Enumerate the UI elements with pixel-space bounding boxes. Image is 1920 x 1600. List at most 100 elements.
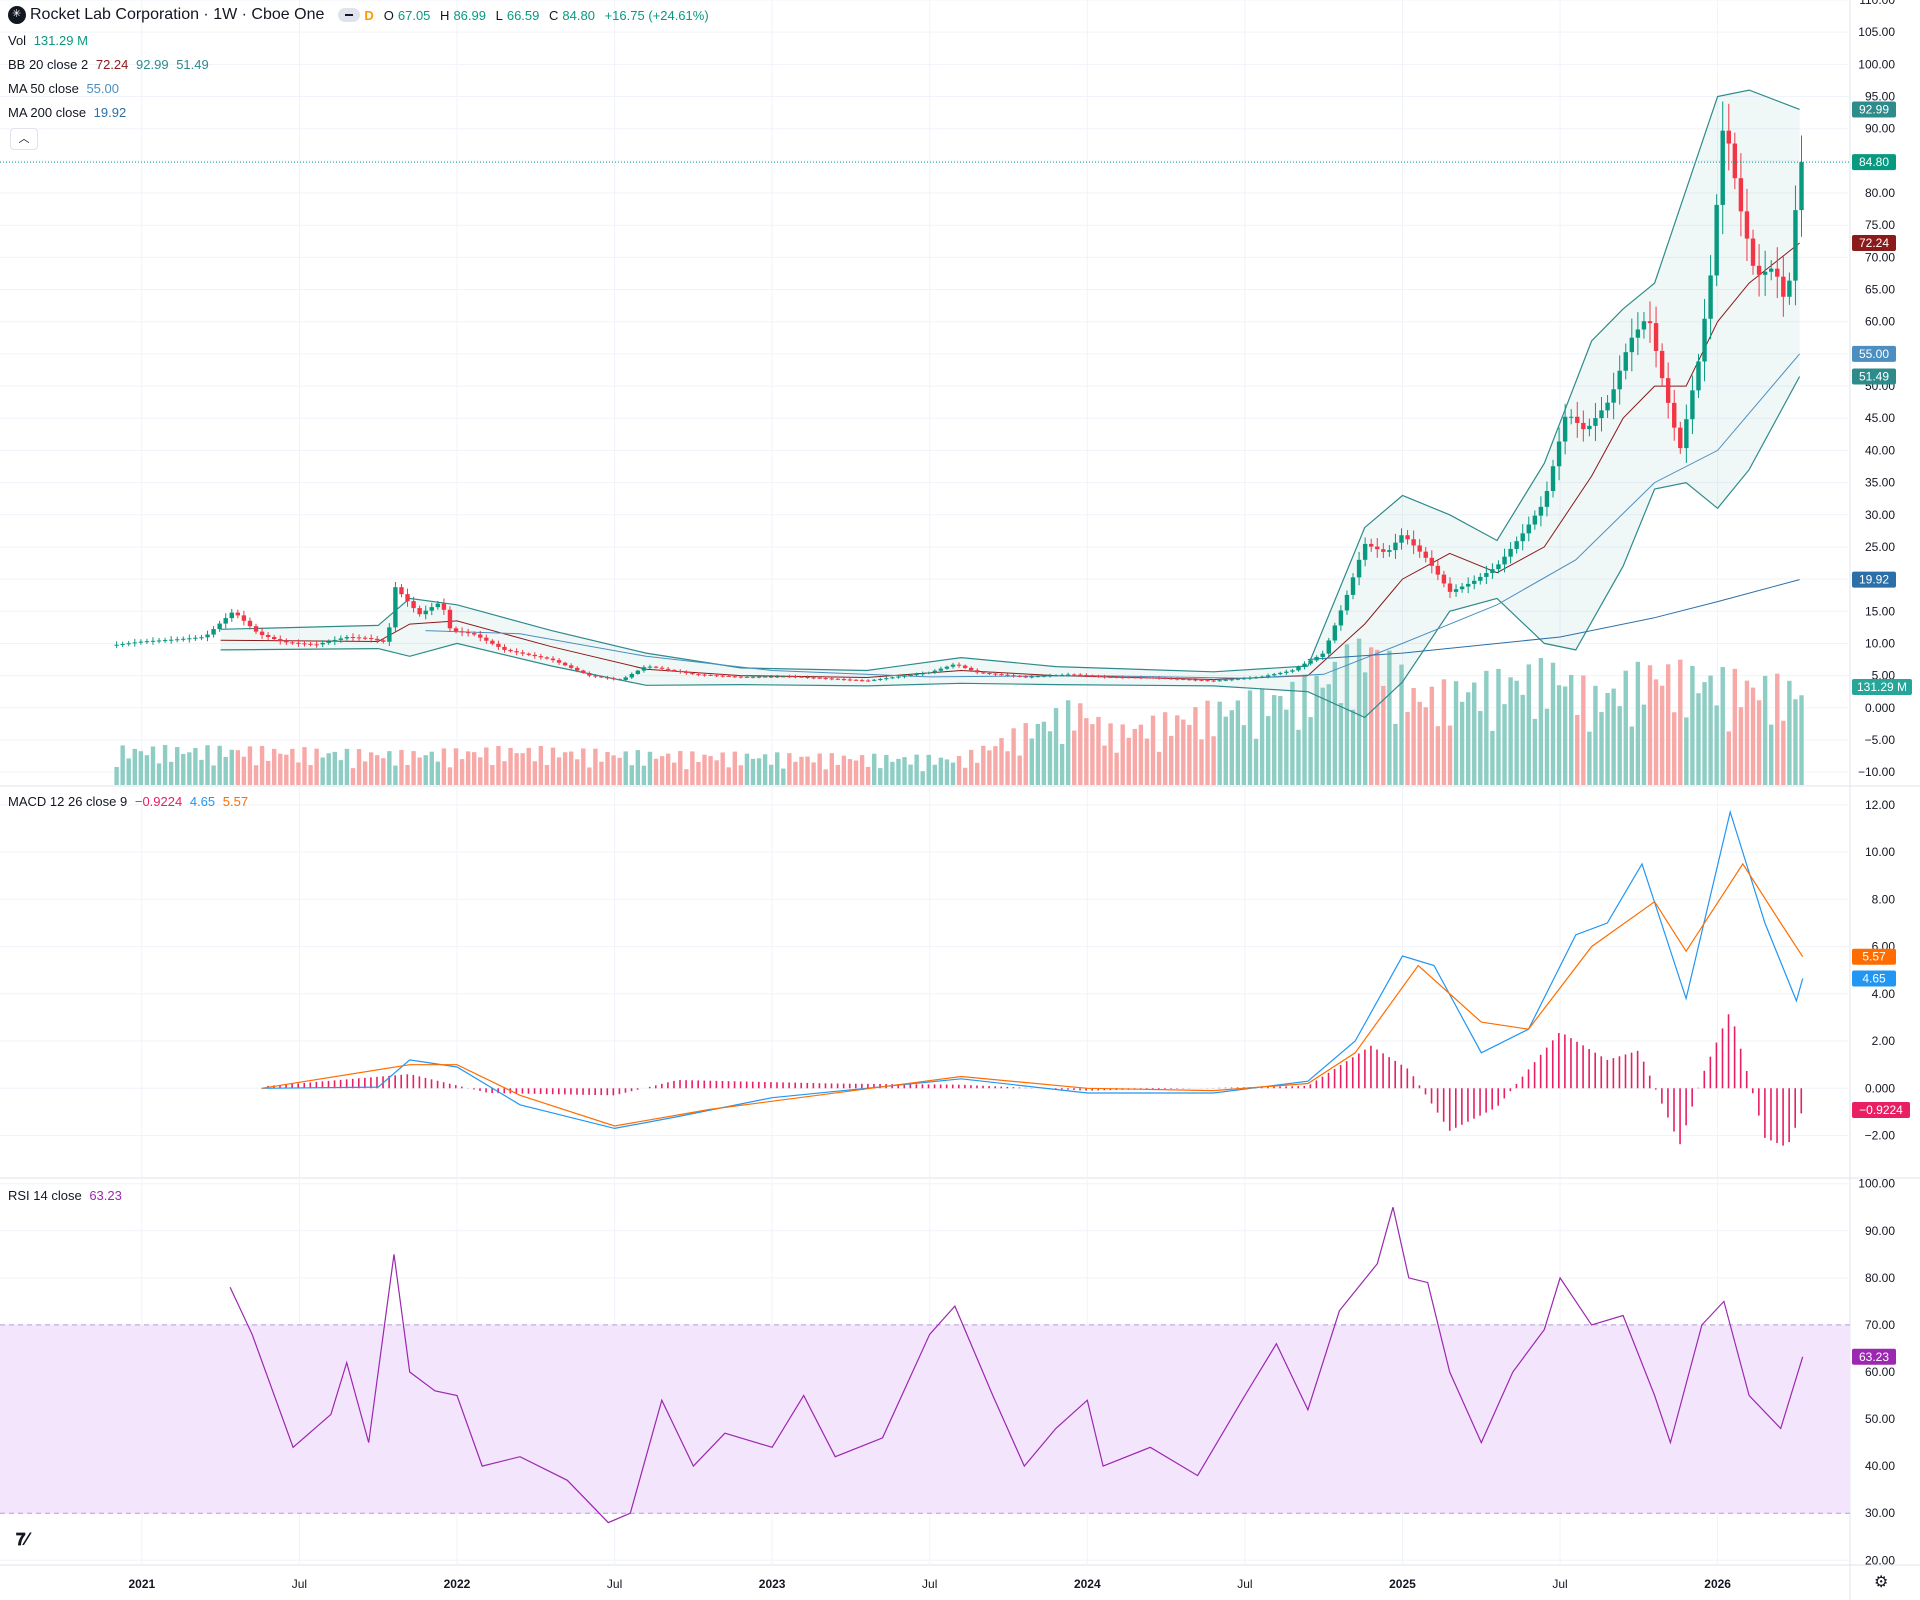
volume-bar [1496,668,1501,785]
candle-body [1641,321,1647,330]
ohlc-low-value: 66.59 [506,7,540,23]
candle-body [1368,543,1374,547]
volume-bar [568,751,574,785]
volume-bar [805,756,810,785]
volume-bar [1708,675,1713,785]
volume-bar [768,764,774,785]
settings-gear-icon[interactable]: ⚙ [1874,1574,1889,1591]
volume-bar [1011,728,1016,785]
volume-legend[interactable]: Vol 131.29 M [8,33,92,48]
candle-body [447,609,453,629]
candle-body [568,665,574,668]
rsi-legend-value: 63.23 [89,1188,122,1203]
rsi-line [229,1207,1804,1524]
bb-basis-badge-bg [1852,234,1896,251]
volume-bar [259,745,265,785]
volume-bar [817,753,822,785]
volume-bar [1175,715,1180,785]
volume-bar [1417,701,1422,785]
volume-bar [975,762,980,785]
candle-body [1738,178,1744,212]
candle-body [1035,676,1041,678]
volume-bar [1678,659,1683,785]
candle-body [1393,542,1398,551]
candle-body [647,666,653,668]
candle-body [1096,676,1101,678]
candle-body [1441,574,1447,584]
candle-body [1162,677,1168,679]
candle-body [375,638,380,641]
rsi-axis-tick-label: 40.00 [1865,1459,1895,1473]
price-axis-tick-label: 70.00 [1865,250,1895,264]
volume-bar [114,767,119,785]
volume-bar [1259,688,1265,785]
ohlc-readout: O 67.05 H 86.99 L 66.59 C 84.80 +16.75 (+24.… [384,8,715,23]
ma200-legend[interactable]: MA 200 close 19.92 [8,105,130,120]
candle-body [1550,466,1556,491]
candle-body [841,679,847,681]
signal-badge-bg [1852,948,1896,965]
volume-bar [1156,751,1162,785]
candle-body [1478,576,1483,581]
candle-body [835,678,841,680]
rsi-legend[interactable]: RSI 14 close 63.23 [8,1188,126,1203]
volume-bar [1296,729,1301,785]
ohlc-close-key: C [549,7,559,23]
volume-bar [902,757,907,785]
volume-bar [575,759,580,785]
candle-body [938,668,944,671]
volume-bar [1314,675,1319,785]
candle-body [1465,583,1471,587]
candle-body [944,666,950,669]
candle-body [1447,583,1453,592]
volume-bar [672,762,677,785]
time-axis-tick-label: Jul [607,1577,622,1591]
bb-upper-line [220,89,1800,673]
volume-legend-value: 131.29 M [33,33,88,48]
volume-bar [235,750,241,785]
candle-body [1114,677,1119,679]
volume-bar [1053,708,1059,785]
macd-legend-hist: −0.9224 [134,794,183,809]
volume-bar [478,757,483,785]
candle-body [162,640,168,642]
candle-body [611,678,616,680]
candle-body [1435,565,1441,575]
volume-bar [1581,675,1586,785]
candle-body [1059,674,1065,676]
macd-legend[interactable]: MACD 12 26 close 9 −0.9224 4.65 5.57 [8,794,252,809]
candle-body [872,679,877,681]
minimize-icon[interactable] [338,8,361,22]
macd-legend-signal: 5.57 [222,794,249,809]
bb-legend[interactable]: BB 20 close 2 72.24 92.99 51.49 [8,57,213,72]
volume-bar [1017,755,1022,785]
candle-body [1326,640,1331,654]
volume-bar [1617,706,1622,785]
volume-bar [1756,700,1762,785]
candle-body [1756,265,1762,275]
volume-bar [696,761,701,785]
candle-body [847,679,853,681]
candle-body [223,618,228,624]
macd-axis-tick-label: 10.00 [1865,845,1895,859]
volume-bar [793,761,798,785]
candle-body [829,678,834,680]
candle-body [1490,569,1495,574]
ohlc-high-key: H [440,7,450,23]
tradingview-logo-icon[interactable]: 𝟕⁄ [16,1530,29,1550]
volume-bar [1514,680,1519,785]
candle-body [368,638,374,640]
signal-line [261,862,1804,1127]
collapse-legend-button[interactable]: ︿ [10,128,38,150]
volume-bar [1290,681,1295,785]
candle-body [132,642,137,644]
volume-bar [538,746,544,785]
candle-body [114,644,119,646]
interval-badge[interactable]: D [364,7,374,23]
volume-bar [387,751,392,785]
candle-body [1144,677,1150,679]
symbol-title[interactable]: Rocket Lab Corporation · 1W · Cboe One [30,6,325,23]
candle-body [993,673,998,675]
ma50-legend[interactable]: MA 50 close 55.00 [8,81,123,96]
